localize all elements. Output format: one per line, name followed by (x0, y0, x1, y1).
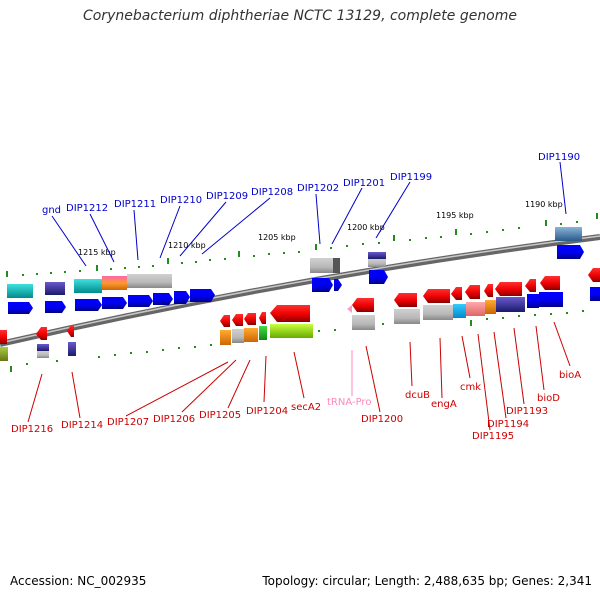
genome-backbone (0, 234, 600, 347)
gene-label-dip1194: DIP1194 (487, 419, 529, 430)
gene-label-dip1190: DIP1190 (538, 152, 580, 163)
accession-text: Accession: NC_002935 (10, 574, 147, 588)
upper-scale-dots (6, 213, 598, 277)
gene-label-dip1209: DIP1209 (206, 191, 248, 202)
kbp-label-1215: 1215 kbp (78, 248, 116, 257)
lower-gene-labels: bioA bioD DIP1193 DIP1194 DIP1195 cmk en… (11, 370, 581, 442)
genome-backbone-highlight (0, 235, 600, 344)
gene-label-gnd: gnd (42, 205, 61, 216)
kbp-label-1210: 1210 kbp (168, 241, 206, 250)
gene-label-dip1202: DIP1202 (297, 183, 339, 194)
upper-leader-lines (51, 161, 567, 267)
gene-label-dip1210: DIP1210 (160, 195, 202, 206)
gene-label-dip1201: DIP1201 (343, 178, 385, 189)
gene-label-dip1193: DIP1193 (506, 406, 548, 417)
gene-label-bioa: bioA (559, 370, 581, 381)
gene-label-dip1205: DIP1205 (199, 410, 241, 421)
gene-label-dip1199: DIP1199 (390, 172, 432, 183)
gene-label-enga: engA (431, 399, 457, 410)
gene-label-dip1208: DIP1208 (251, 187, 293, 198)
kbp-label-1195: 1195 kbp (436, 211, 474, 220)
gene-label-biod: bioD (537, 393, 560, 404)
reverse-gene-arrows (0, 268, 600, 344)
topology-text: Topology: circular; Length: 2,488,635 bp… (262, 574, 592, 588)
gene-label-dcub: dcuB (405, 390, 430, 401)
kbp-label-1205: 1205 kbp (258, 233, 296, 242)
gene-label-dip1212: DIP1212 (66, 203, 108, 214)
lower-leader-lines (27, 321, 571, 431)
reverse-feature-bars (0, 287, 600, 361)
gene-label-cmk: cmk (460, 382, 481, 393)
gene-label-dip1206: DIP1206 (153, 414, 195, 425)
gene-label-dip1204: DIP1204 (246, 406, 288, 417)
trna-pro-feature (347, 305, 352, 313)
genome-title: Corynebacterium diphtheriae NCTC 13129, … (82, 8, 518, 24)
forward-gene-arrows (8, 245, 584, 314)
gene-label-dip1214: DIP1214 (61, 420, 103, 431)
kbp-label-1200: 1200 kbp (347, 223, 385, 232)
gene-label-dip1200: DIP1200 (361, 414, 403, 425)
kbp-tick-labels: 1190 kbp 1195 kbp 1200 kbp 1205 kbp 1210… (78, 200, 563, 257)
upper-gene-labels: DIP1190 DIP1199 DIP1201 DIP1202 DIP1208 … (42, 152, 580, 216)
gene-label-dip1195: DIP1195 (472, 431, 514, 442)
forward-feature-bars (7, 227, 582, 298)
gene-label-seca2: secA2 (291, 402, 321, 413)
gene-label-dip1216: DIP1216 (11, 424, 53, 435)
gene-label-trna-pro: tRNA-Pro (327, 397, 371, 408)
gene-label-dip1207: DIP1207 (107, 417, 149, 428)
gene-label-dip1211: DIP1211 (114, 199, 156, 210)
kbp-label-1190: 1190 kbp (525, 200, 563, 209)
